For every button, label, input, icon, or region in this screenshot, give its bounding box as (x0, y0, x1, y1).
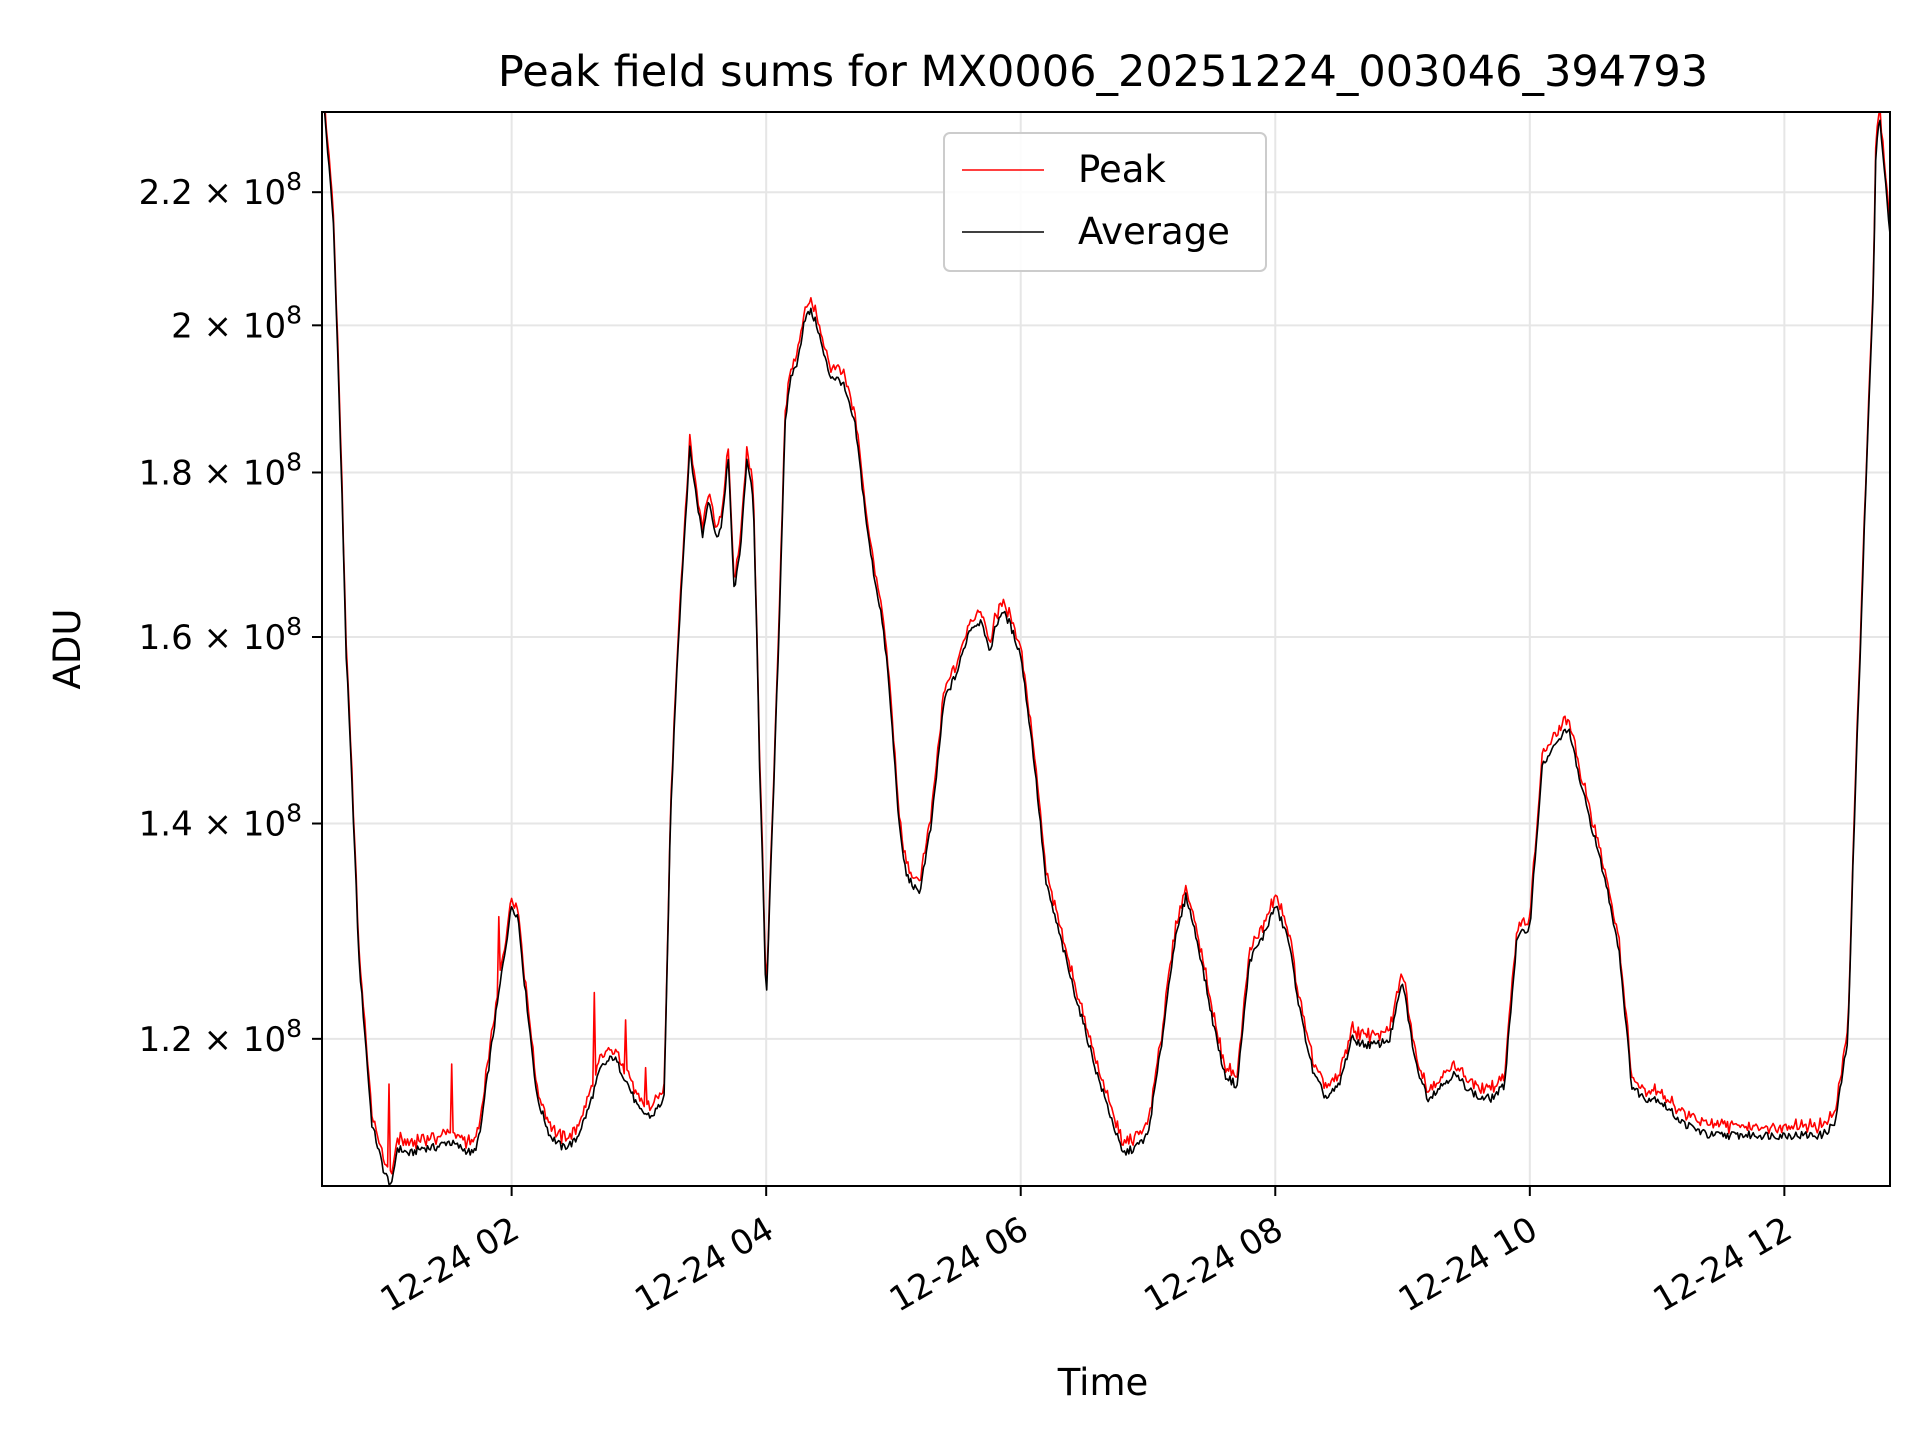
y-tick-label: 1.8 × 108 (139, 447, 302, 493)
series-layer (323, 112, 1890, 1186)
chart-title: Peak field sums for MX0006_20251224_0030… (498, 47, 1708, 97)
plot-frame (321, 111, 1891, 1187)
y-tick-label: 2 × 108 (171, 300, 302, 346)
y-tick-label: 1.4 × 108 (139, 799, 302, 845)
legend: Peak Average (943, 132, 1267, 272)
y-axis-label: ADU (46, 609, 89, 690)
y-tick-label: 2.2 × 108 (139, 167, 302, 213)
legend-peak-label: Peak (1078, 148, 1166, 191)
legend-box (943, 132, 1267, 272)
series-line-average (323, 112, 1890, 1186)
legend-average-label: Average (1078, 210, 1230, 253)
x-axis-label: Time (1057, 1361, 1149, 1404)
y-axis: 1.2 × 108 1.4 × 108 1.6 × 108 1.8 × 108 2 × … (139, 167, 322, 1060)
y-tick-label: 1.6 × 108 (139, 612, 302, 658)
y-tick-label: 1.2 × 108 (139, 1014, 302, 1060)
